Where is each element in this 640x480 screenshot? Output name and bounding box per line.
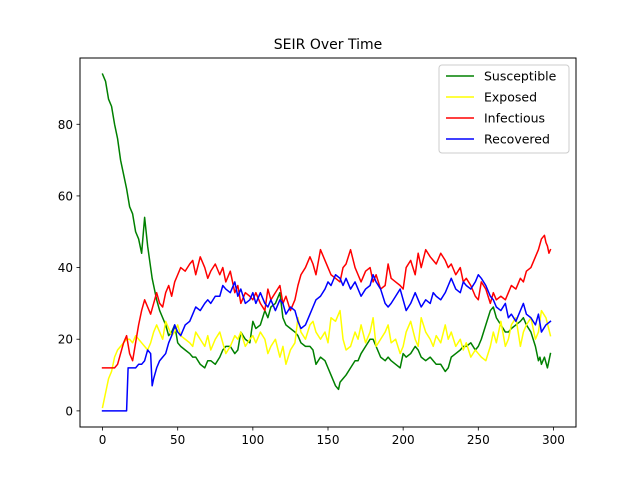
series-line-infectious (101, 234, 552, 369)
legend: Susceptible Exposed Infectious Recovered (438, 64, 570, 154)
legend-label-infectious: Infectious (484, 111, 545, 126)
series-line-recovered (101, 273, 552, 412)
y-tick-label: 20 (58, 333, 73, 347)
x-axis-ticks: 0 50 100 150 200 250 300 (99, 427, 565, 447)
y-axis-ticks: 0 20 40 60 80 (58, 118, 80, 418)
x-tick-label: 300 (542, 433, 565, 447)
x-tick-label: 0 (99, 433, 107, 447)
chart-title: SEIR Over Time (274, 37, 382, 53)
y-tick-label: 40 (58, 261, 73, 275)
legend-label-recovered: Recovered (484, 132, 550, 147)
y-tick-label: 60 (58, 189, 73, 203)
y-tick-label: 80 (58, 118, 73, 132)
legend-label-susceptible: Susceptible (484, 69, 557, 84)
legend-label-exposed: Exposed (484, 90, 537, 105)
series-lines (101, 73, 552, 412)
x-tick-label: 200 (392, 433, 415, 447)
x-tick-label: 250 (467, 433, 490, 447)
y-tick-label: 0 (65, 404, 73, 418)
series-line-exposed (101, 309, 552, 409)
x-tick-label: 100 (241, 433, 264, 447)
legend-box (438, 64, 570, 154)
series-line-susceptible (101, 73, 552, 391)
x-tick-label: 150 (317, 433, 340, 447)
x-tick-label: 50 (170, 433, 185, 447)
